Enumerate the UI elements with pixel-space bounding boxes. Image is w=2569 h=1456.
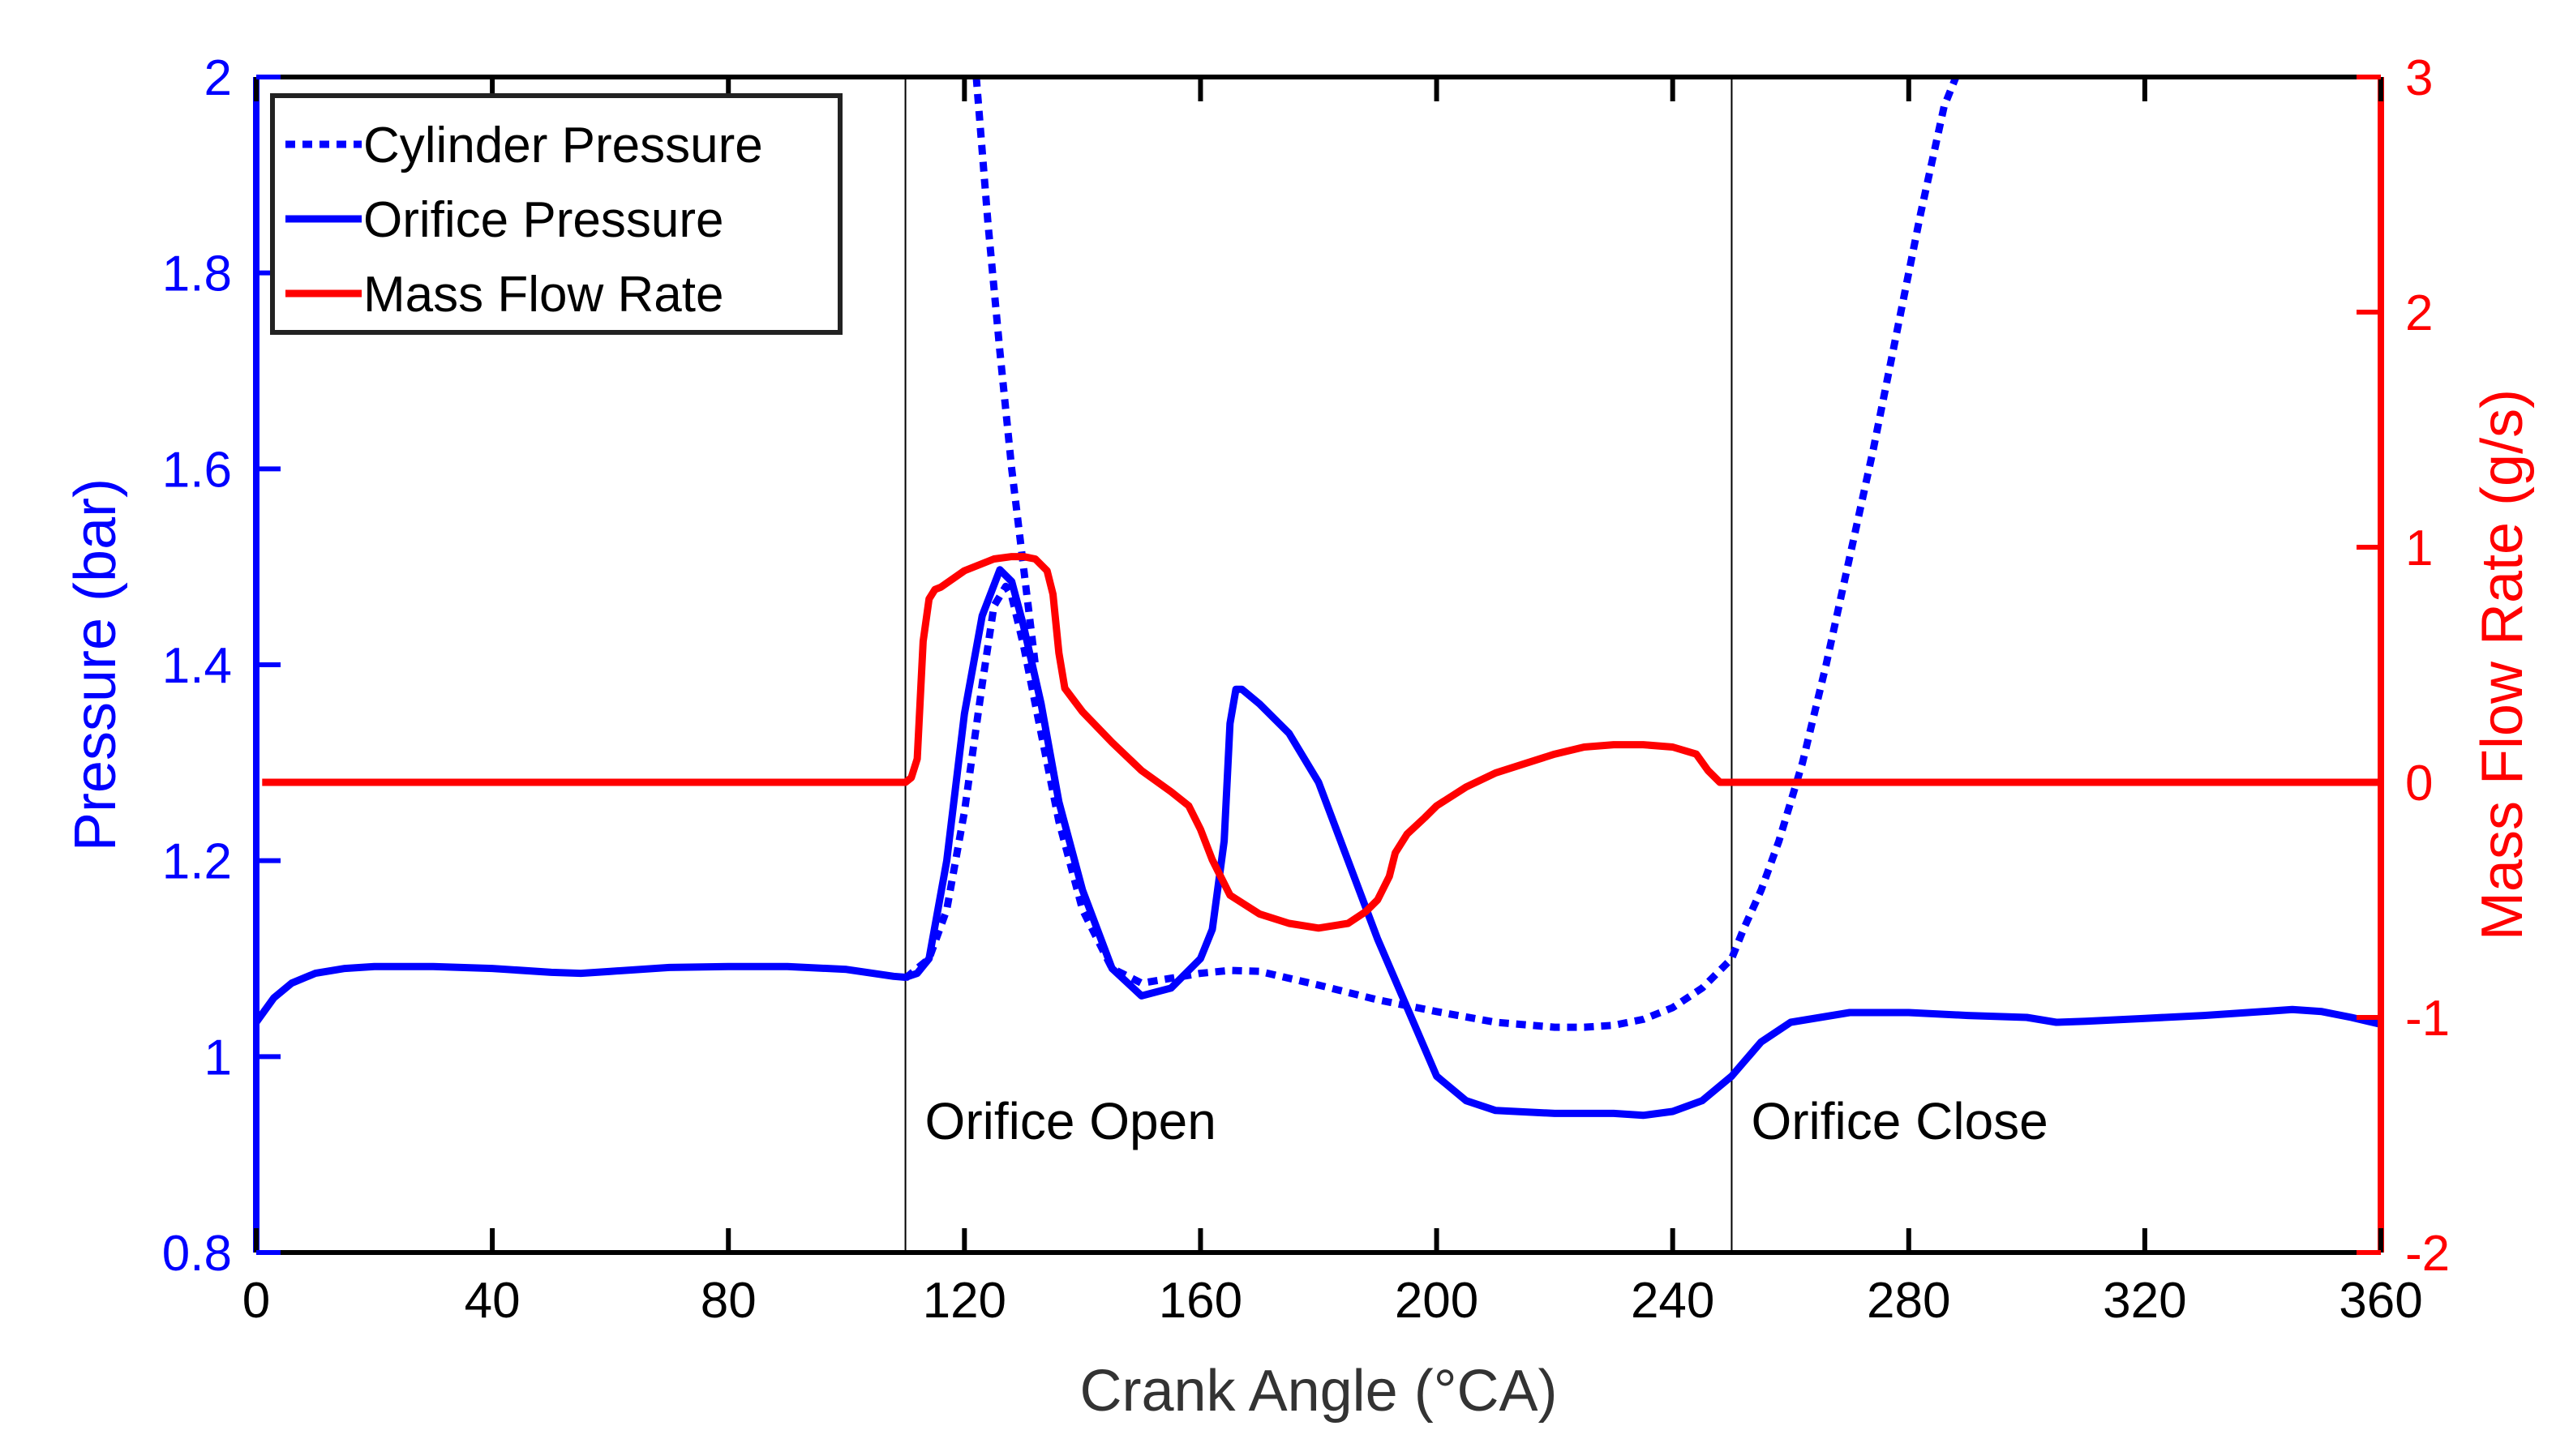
y-left-tick-label-6: 2 xyxy=(204,50,232,106)
y-left-tick-label-1: 1 xyxy=(204,1030,232,1086)
y-right-axis-title: Mass Flow Rate (g/s) xyxy=(2470,389,2535,940)
y-right-tick-label-5: 3 xyxy=(2405,50,2433,106)
y-left-tick-label-3: 1.4 xyxy=(162,638,232,694)
legend-box xyxy=(270,93,843,335)
x-tick-label-9: 360 xyxy=(2339,1273,2422,1329)
legend-label-2: Mass Flow Rate xyxy=(363,267,723,323)
y-left-tick-label-5: 1.8 xyxy=(162,246,232,302)
x-tick-label-7: 280 xyxy=(1867,1273,1950,1329)
x-tick-label-1: 40 xyxy=(465,1273,521,1329)
y-right-tick-label-1: -1 xyxy=(2405,991,2450,1047)
y-right-tick-label-3: 1 xyxy=(2405,520,2433,576)
event-markers: Orifice Open Orifice Close xyxy=(904,77,2048,1253)
legend: Cylinder Pressure Orifice Pressure Mass Fl… xyxy=(270,93,843,335)
series-line-0 xyxy=(903,77,1960,1031)
y-left-tick-label-2: 1.2 xyxy=(162,834,232,890)
y-left-axis-title: Pressure (bar) xyxy=(63,478,128,851)
series-line-2 xyxy=(262,553,2381,932)
y-left-tick-label-4: 1.6 xyxy=(162,442,232,498)
x-axis-title: Crank Angle (°CA) xyxy=(1079,1359,1557,1424)
x-tick-label-0: 0 xyxy=(242,1273,270,1329)
x-tick-label-8: 320 xyxy=(2103,1273,2186,1329)
x-tick-label-3: 120 xyxy=(923,1273,1006,1329)
x-tick-label-6: 240 xyxy=(1631,1273,1714,1329)
x-tick-label-2: 80 xyxy=(701,1273,757,1329)
legend-label-1: Orifice Pressure xyxy=(363,192,723,248)
y-right-tick-label-4: 2 xyxy=(2405,285,2433,341)
plot-series xyxy=(256,77,2381,1120)
event-label-0: Orifice Open xyxy=(925,1092,1216,1150)
legend-label-0: Cylinder Pressure xyxy=(363,118,763,173)
event-label-1: Orifice Close xyxy=(1751,1092,2048,1150)
axes: 0 40 80 120 160 200 240 280 320 3600.811.21.41.61… xyxy=(63,50,2535,1424)
series-line-1 xyxy=(256,566,2381,1120)
y-right-tick-label-0: -2 xyxy=(2405,1226,2450,1282)
x-tick-label-5: 200 xyxy=(1395,1273,1478,1329)
x-tick-label-4: 160 xyxy=(1159,1273,1242,1329)
series-line-0-upper xyxy=(972,77,1040,666)
y-right-tick-label-2: 0 xyxy=(2405,756,2433,812)
y-left-tick-label-0: 0.8 xyxy=(162,1226,232,1282)
